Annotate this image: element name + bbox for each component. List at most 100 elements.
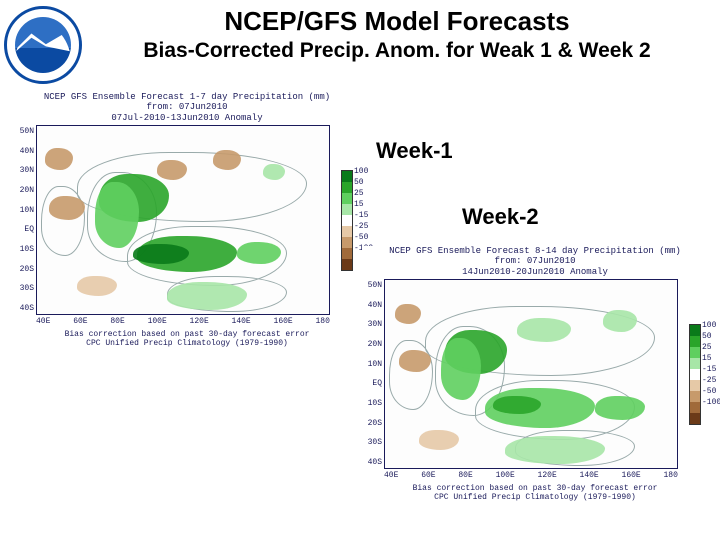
y-tick: 40N xyxy=(20,147,34,156)
anomaly-region xyxy=(595,396,645,420)
legend-swatch: 25 xyxy=(342,193,352,204)
noaa-logo xyxy=(4,6,82,84)
y-tick: 40N xyxy=(368,301,382,310)
anomaly-region xyxy=(505,436,605,464)
y-tick: 20S xyxy=(368,419,382,428)
panel1-footnote-2: CPC Unified Precip Climatology (1979-199… xyxy=(14,339,360,348)
y-tick: 30S xyxy=(368,438,382,447)
x-tick: 80E xyxy=(110,317,124,326)
legend-swatch: 25 xyxy=(690,347,700,358)
legend-value: -100 xyxy=(702,398,720,407)
anomaly-region xyxy=(603,310,637,332)
legend-value: 100 xyxy=(702,321,716,330)
panel2-legend: 100502515-15-25-50-100 xyxy=(678,279,708,469)
y-tick: 20N xyxy=(20,186,34,195)
x-tick: 140E xyxy=(580,471,599,480)
panel2-title-line2: from: 07Jun2010 xyxy=(362,256,708,266)
panel2-title-line3: 14Jun2010-20Jun2010 Anomaly xyxy=(362,267,708,277)
y-tick: 30N xyxy=(20,166,34,175)
legend-value: 15 xyxy=(354,200,364,209)
header: NCEP/GFS Model Forecasts Bias-Corrected … xyxy=(0,0,720,84)
legend-swatch xyxy=(342,259,352,270)
legend-value: 25 xyxy=(702,343,712,352)
legend-value: 50 xyxy=(354,178,364,187)
legend-swatch: 50 xyxy=(342,182,352,193)
legend-value: -15 xyxy=(354,211,368,220)
y-tick: EQ xyxy=(24,225,34,234)
x-tick: 140E xyxy=(232,317,251,326)
y-tick: EQ xyxy=(372,379,382,388)
panel1-footnote: Bias correction based on past 30-day for… xyxy=(14,330,360,348)
panel2-footnote: Bias correction based on past 30-day for… xyxy=(362,484,708,502)
x-tick: 160E xyxy=(274,317,293,326)
panel2-footnote-1: Bias correction based on past 30-day for… xyxy=(362,484,708,493)
legend-value: 15 xyxy=(702,354,712,363)
legend-value: -25 xyxy=(702,376,716,385)
forecast-panel-week-2: NCEP GFS Ensemble Forecast 8-14 day Prec… xyxy=(362,246,708,496)
legend-swatch: 100 xyxy=(342,171,352,182)
panel1-x-axis: 40E60E80E100E120E140E160E180 xyxy=(14,315,360,326)
y-tick: 20S xyxy=(20,265,34,274)
y-tick: 20N xyxy=(368,340,382,349)
anomaly-region xyxy=(517,318,571,342)
panel1-footnote-1: Bias correction based on past 30-day for… xyxy=(14,330,360,339)
panel2-title: NCEP GFS Ensemble Forecast 8-14 day Prec… xyxy=(362,246,708,277)
anomaly-region xyxy=(157,160,187,180)
anomaly-region xyxy=(45,148,73,170)
x-tick: 60E xyxy=(421,471,435,480)
legend-swatch: 15 xyxy=(690,358,700,369)
page-title: NCEP/GFS Model Forecasts xyxy=(82,6,712,37)
anomaly-region xyxy=(237,242,281,264)
x-tick: 40E xyxy=(36,317,50,326)
y-tick: 40S xyxy=(368,458,382,467)
legend-value: 25 xyxy=(354,189,364,198)
y-tick: 30N xyxy=(368,320,382,329)
anomaly-region xyxy=(133,244,189,264)
x-tick: 100E xyxy=(496,471,515,480)
anomaly-region xyxy=(213,150,241,170)
y-tick: 10N xyxy=(368,360,382,369)
anomaly-region xyxy=(399,350,431,372)
x-tick: 180 xyxy=(316,317,330,326)
panel1-title-line3: 07Jul-2010-13Jun2010 Anomaly xyxy=(14,113,360,123)
legend-swatch: -100 xyxy=(690,402,700,413)
legend-swatch: 100 xyxy=(690,325,700,336)
y-tick: 50N xyxy=(20,127,34,136)
legend-value: -15 xyxy=(702,365,716,374)
x-tick: 120E xyxy=(538,471,557,480)
legend-swatch: -50 xyxy=(342,237,352,248)
y-tick: 50N xyxy=(368,281,382,290)
legend-swatch xyxy=(690,413,700,424)
y-tick: 40S xyxy=(20,304,34,313)
anomaly-region xyxy=(49,196,85,220)
y-tick: 10S xyxy=(20,245,34,254)
legend-value: 50 xyxy=(702,332,712,341)
panel2-map xyxy=(384,279,678,469)
legend-value: 100 xyxy=(354,167,368,176)
forecast-panel-week-1: NCEP GFS Ensemble Forecast 1-7 day Preci… xyxy=(14,92,360,342)
legend-swatch: -100 xyxy=(342,248,352,259)
anomaly-region xyxy=(419,430,459,450)
panel1-title: NCEP GFS Ensemble Forecast 1-7 day Preci… xyxy=(14,92,360,123)
panel2-title-line1: NCEP GFS Ensemble Forecast 8-14 day Prec… xyxy=(362,246,708,256)
legend-swatch: -50 xyxy=(690,391,700,402)
x-tick: 40E xyxy=(384,471,398,480)
y-tick: 10N xyxy=(20,206,34,215)
y-tick: 30S xyxy=(20,284,34,293)
legend-swatch: -15 xyxy=(342,215,352,226)
anomaly-region xyxy=(395,304,421,324)
legend-swatch: 50 xyxy=(690,336,700,347)
legend-value: -50 xyxy=(702,387,716,396)
legend-stack: 100502515-15-25-50-100 xyxy=(689,324,701,425)
panel2-x-axis: 40E60E80E100E120E140E160E180 xyxy=(362,469,708,480)
panel1-title-line2: from: 07Jun2010 xyxy=(14,102,360,112)
panel2-footnote-2: CPC Unified Precip Climatology (1979-199… xyxy=(362,493,708,502)
page-subtitle: Bias-Corrected Precip. Anom. for Weak 1 … xyxy=(82,39,712,63)
legend-value: -50 xyxy=(354,233,368,242)
anomaly-region xyxy=(493,396,541,414)
x-tick: 160E xyxy=(622,471,641,480)
legend-value: -25 xyxy=(354,222,368,231)
anomaly-region xyxy=(95,182,139,248)
panel1-y-axis: 50N 40N 30N 20N 10N EQ 10S 20S 30S 40S xyxy=(14,125,36,315)
panel2-y-axis: 50N40N30N20N10NEQ10S20S30S40S xyxy=(362,279,384,469)
